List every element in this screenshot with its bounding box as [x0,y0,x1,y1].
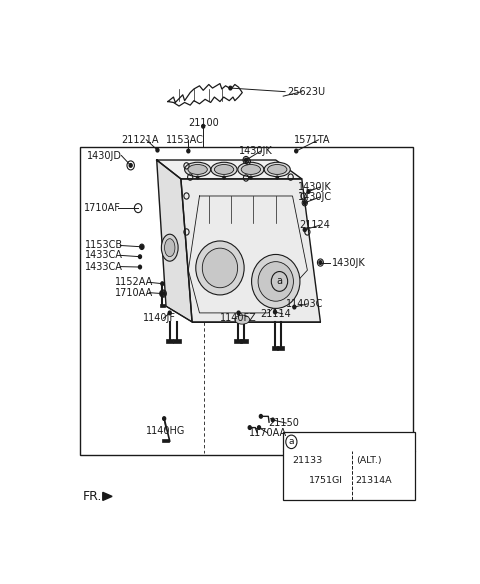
Bar [162,439,169,443]
Polygon shape [156,160,302,179]
Circle shape [163,417,166,420]
Circle shape [319,260,322,265]
Text: FR.: FR. [83,490,102,503]
Circle shape [271,418,274,422]
Bar [173,339,181,343]
Bar [234,339,241,343]
Ellipse shape [196,241,244,295]
Text: 11403C: 11403C [286,299,324,309]
Circle shape [156,148,159,152]
Text: 25623U: 25623U [287,86,325,97]
Circle shape [161,292,164,296]
Text: 1140JF: 1140JF [143,313,176,324]
Bar [240,339,248,343]
Text: 21114: 21114 [260,309,291,319]
Ellipse shape [215,165,234,175]
Bar [272,346,278,350]
Bar [283,432,415,499]
Polygon shape [103,492,112,500]
Circle shape [293,305,296,309]
Ellipse shape [185,162,211,176]
Circle shape [237,311,240,315]
Circle shape [229,86,232,90]
Circle shape [276,176,278,179]
Circle shape [140,245,144,249]
Text: 1710AF: 1710AF [84,203,121,213]
Text: 1571TA: 1571TA [294,135,331,145]
Text: 1433CA: 1433CA [85,251,123,260]
Text: 21150: 21150 [268,418,299,428]
Ellipse shape [267,165,287,175]
Ellipse shape [188,165,207,175]
Ellipse shape [238,162,264,176]
Ellipse shape [165,239,175,257]
Text: (ALT.): (ALT.) [356,456,382,465]
Circle shape [295,150,298,153]
Text: 21314A: 21314A [356,476,392,485]
Text: 1430JK: 1430JK [239,146,272,156]
Polygon shape [156,160,192,322]
Circle shape [274,310,276,314]
Circle shape [244,158,248,162]
Circle shape [303,201,306,204]
Text: a: a [288,437,294,446]
Text: 1430JK: 1430JK [332,258,365,267]
Circle shape [258,426,261,429]
Ellipse shape [258,262,293,301]
Bar [277,346,284,350]
Circle shape [307,190,310,193]
Ellipse shape [241,165,261,175]
Text: 1430JK: 1430JK [298,182,332,192]
Ellipse shape [211,162,237,176]
Text: 21133: 21133 [292,456,323,465]
Circle shape [303,228,306,231]
Text: 21121A: 21121A [121,135,159,145]
Ellipse shape [235,315,250,324]
Ellipse shape [202,248,238,288]
Text: 1170AA: 1170AA [249,428,287,438]
Text: 1140FZ: 1140FZ [220,313,257,324]
Bar [81,147,413,454]
Text: 1433CA: 1433CA [85,262,123,272]
Text: 1430JD: 1430JD [87,151,122,161]
Text: 1430JC: 1430JC [298,192,332,202]
Circle shape [139,255,142,259]
Text: a: a [276,276,282,286]
Circle shape [196,176,199,179]
Text: 21100: 21100 [188,118,218,128]
Circle shape [259,415,263,418]
Circle shape [139,265,142,269]
Circle shape [162,292,165,295]
Bar [166,339,173,343]
Circle shape [187,150,190,153]
Text: 1710AA: 1710AA [115,288,153,298]
Circle shape [223,176,225,179]
Ellipse shape [264,162,290,176]
Polygon shape [181,179,321,322]
Text: 1153AC: 1153AC [166,135,204,145]
Ellipse shape [161,234,178,261]
Ellipse shape [252,255,300,308]
Bar [160,304,165,307]
Text: 1751GI: 1751GI [309,476,343,485]
Circle shape [250,176,252,179]
Circle shape [248,426,251,429]
Text: 1152AA: 1152AA [115,277,153,287]
Text: 1153CB: 1153CB [85,241,123,251]
Circle shape [161,282,164,286]
Text: 1140HG: 1140HG [145,426,185,436]
Circle shape [129,164,132,167]
Circle shape [168,311,171,315]
Text: 21124: 21124 [299,220,330,230]
Circle shape [202,124,204,128]
